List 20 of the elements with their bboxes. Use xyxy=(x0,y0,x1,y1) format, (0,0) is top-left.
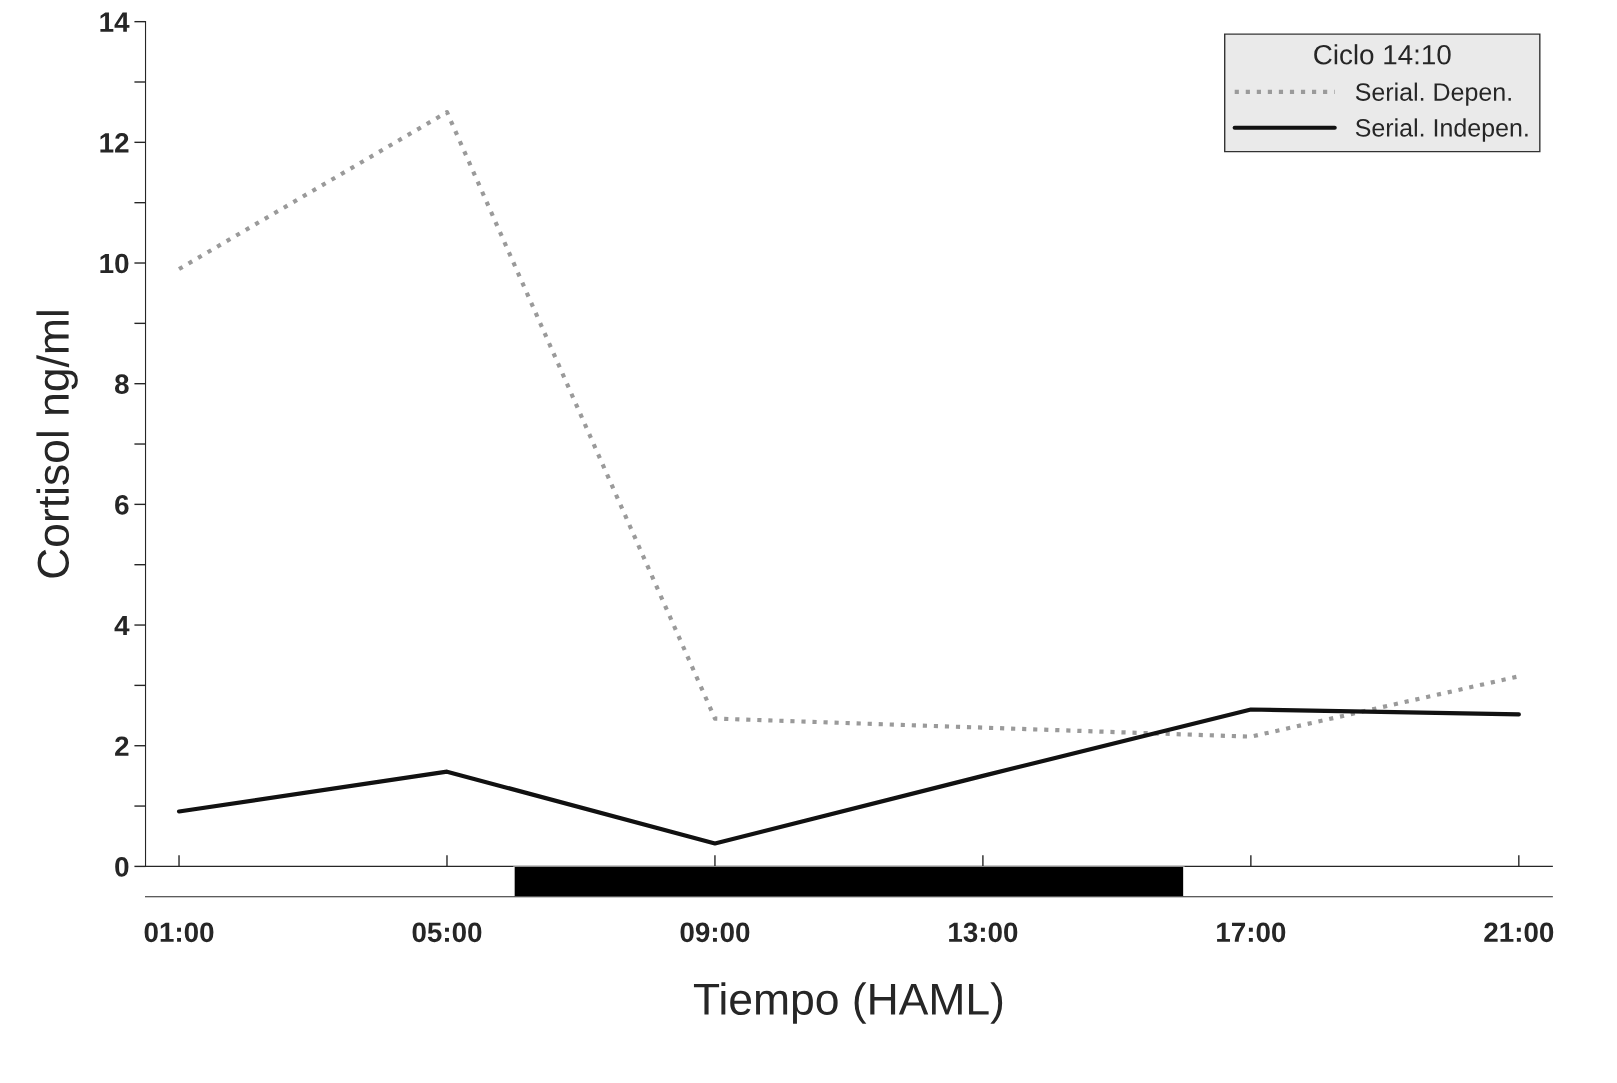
y-tick-label: 14 xyxy=(100,12,130,32)
legend-title: Ciclo 14:10 xyxy=(1314,44,1451,65)
line-series xyxy=(176,707,1521,846)
y-tick-label: 10 xyxy=(100,253,129,274)
y-tick-label: 0 xyxy=(115,857,129,877)
x-tick-label: 13:00 xyxy=(949,922,1018,943)
x-tick-label: 09:00 xyxy=(680,922,750,943)
y-tick-label: 6 xyxy=(115,495,129,515)
y-tick-label: 12 xyxy=(100,133,129,153)
x-tick-label: 01:00 xyxy=(144,922,214,943)
y-tick-label: 8 xyxy=(114,374,129,395)
y-tick-label: 4 xyxy=(114,616,130,636)
legend-label: Serial. Depen. xyxy=(1355,82,1511,106)
x-tick-label: 17:00 xyxy=(1217,922,1286,943)
legend-label: Serial. Indepen. xyxy=(1355,118,1528,142)
y-axis-title: Cortisol ng/ml xyxy=(36,311,78,578)
x-axis-title: Tiempo (HAML) xyxy=(693,982,1003,1024)
x-tick-label: 21:00 xyxy=(1484,922,1554,943)
y-tick-label: 2 xyxy=(115,736,129,756)
x-tick-label: 05:00 xyxy=(412,922,482,943)
